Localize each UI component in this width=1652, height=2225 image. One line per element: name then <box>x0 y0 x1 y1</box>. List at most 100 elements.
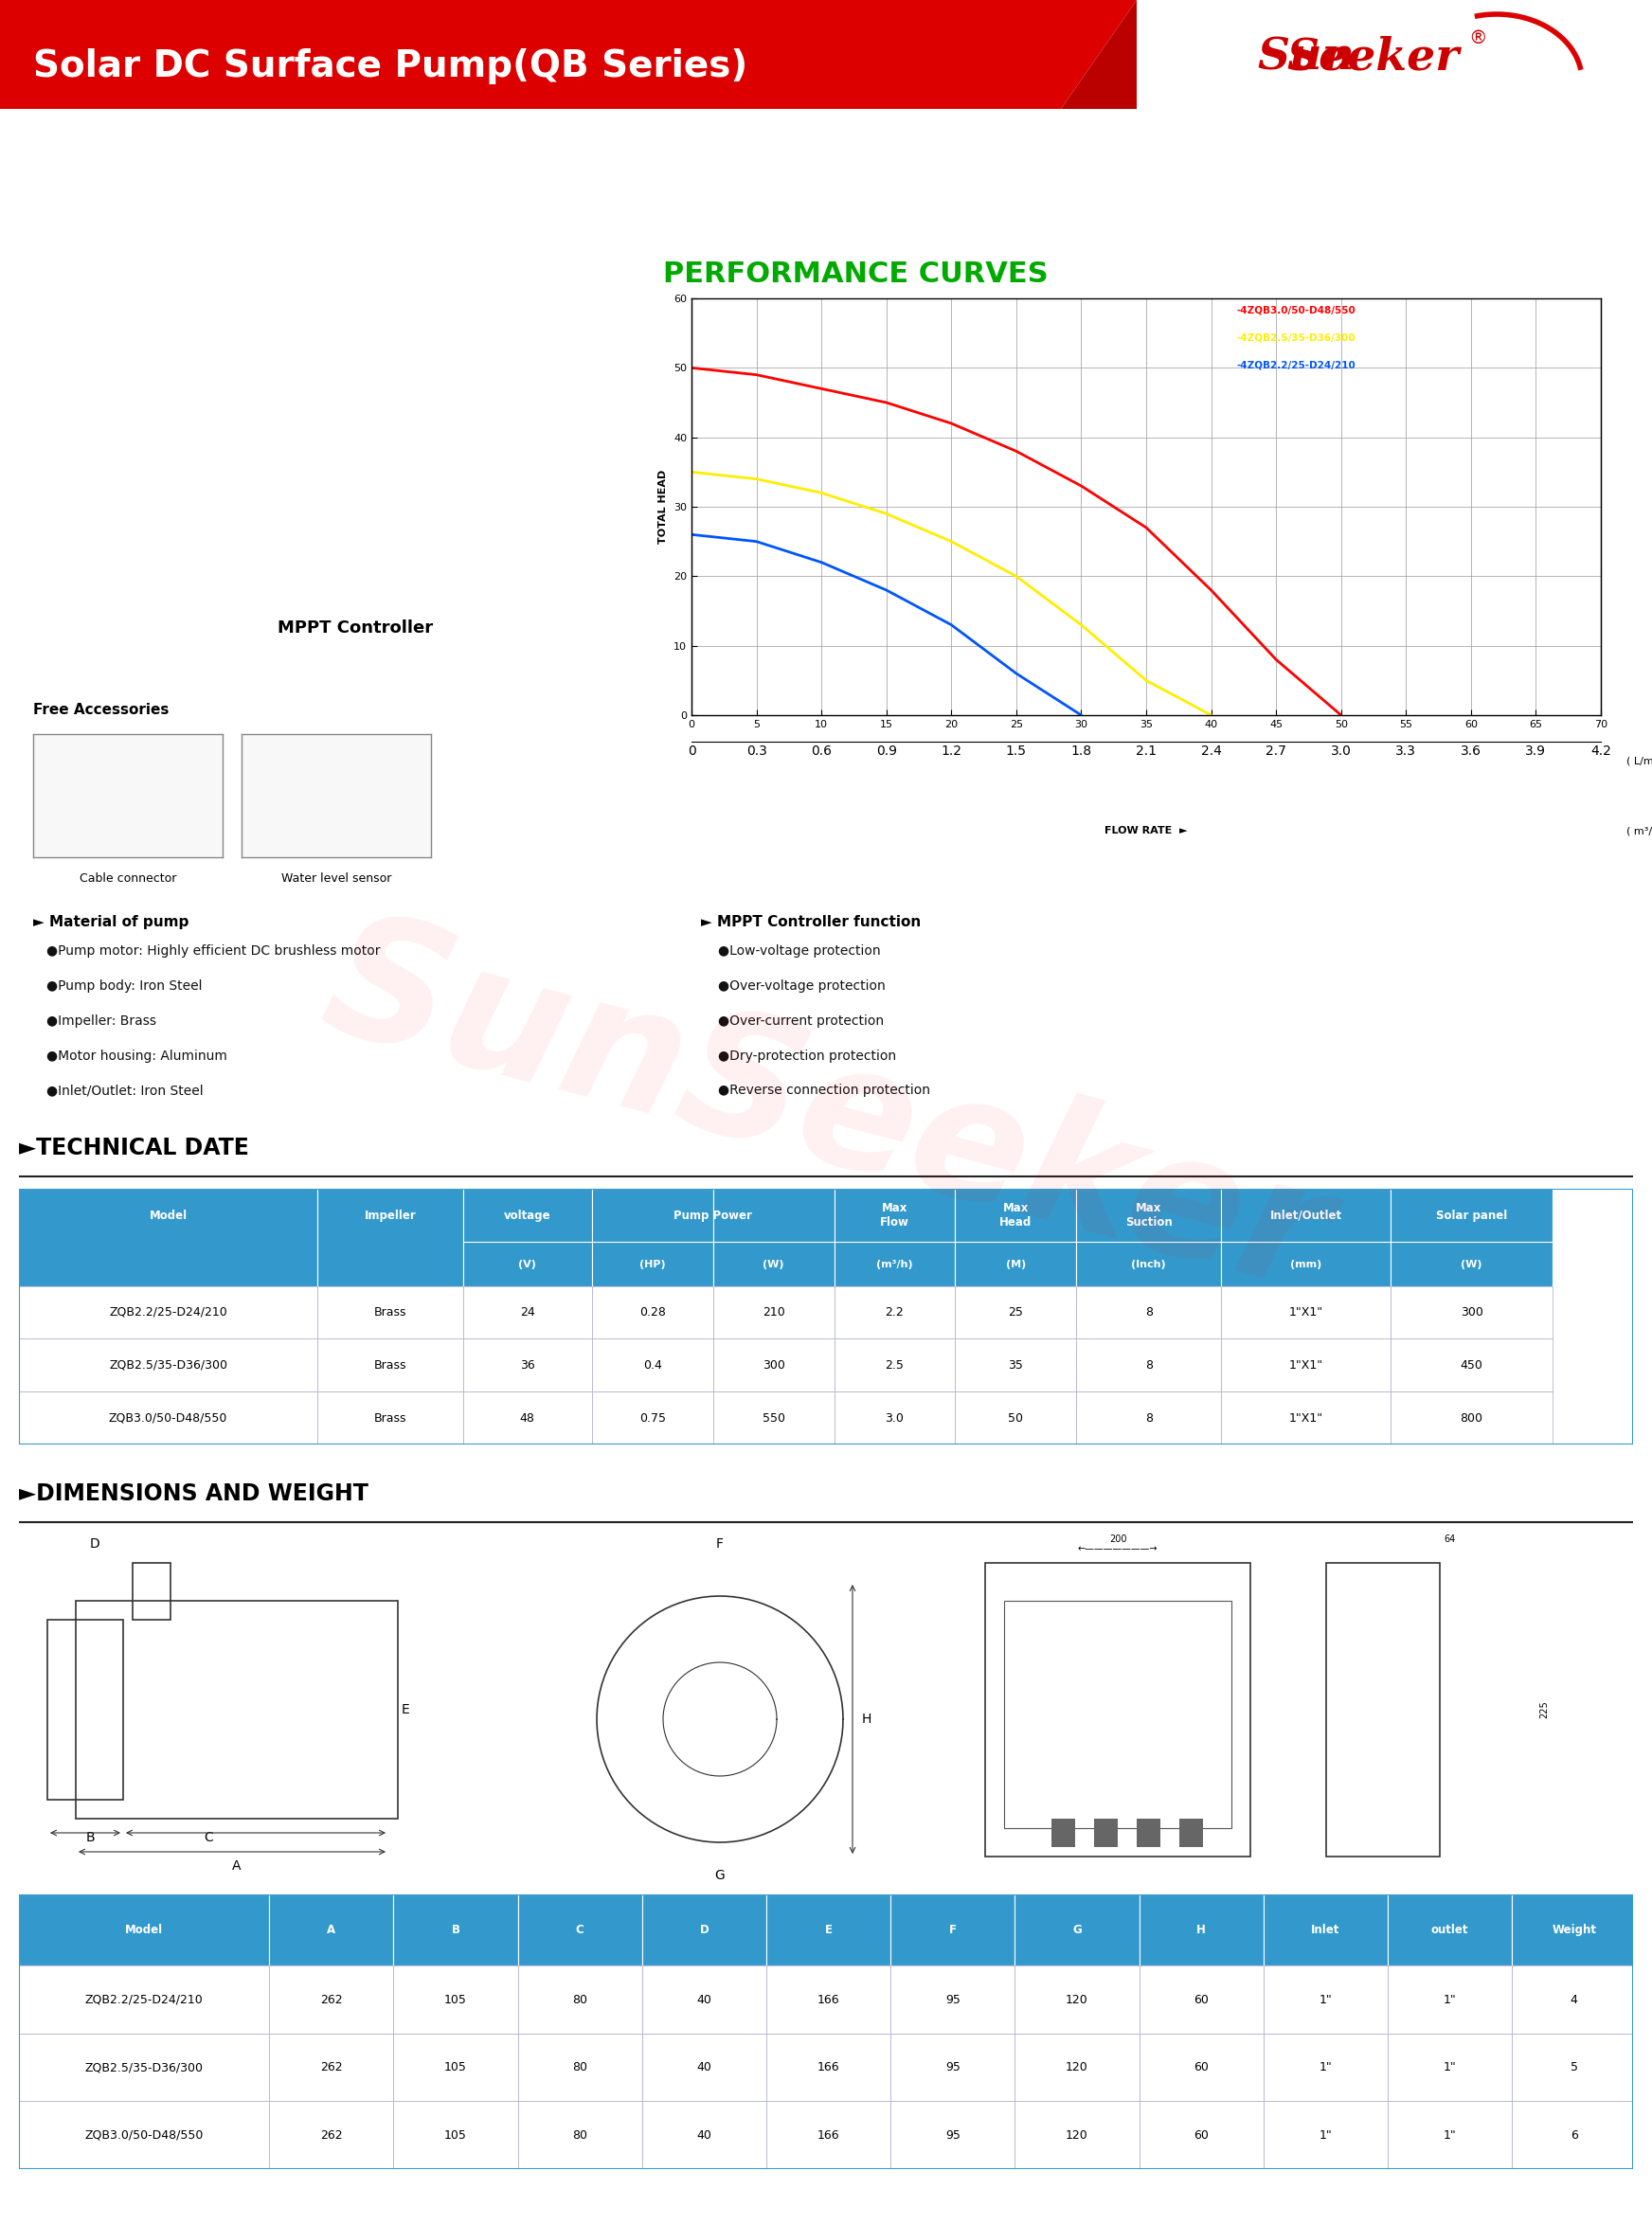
Text: 40: 40 <box>697 1994 712 2007</box>
Text: ► MPPT Controller function: ► MPPT Controller function <box>700 914 920 930</box>
Text: Max
Suction: Max Suction <box>1125 1202 1173 1228</box>
Text: 2.5: 2.5 <box>885 1359 904 1371</box>
Text: 60: 60 <box>1194 2060 1209 2074</box>
Bar <box>1140 2100 1264 2169</box>
Text: C: C <box>575 1925 585 1936</box>
Text: 200: 200 <box>1108 1535 1127 1544</box>
Text: 95: 95 <box>945 2060 960 2074</box>
Text: B: B <box>451 1925 459 1936</box>
Text: Model: Model <box>126 1925 164 1936</box>
Bar <box>517 1967 643 2034</box>
Text: Seeker: Seeker <box>1287 36 1459 78</box>
Text: 262: 262 <box>320 2060 342 2074</box>
Bar <box>714 1286 834 1339</box>
Text: (Inch): (Inch) <box>1132 1259 1166 1268</box>
Bar <box>834 1188 955 1286</box>
Text: Impeller: Impeller <box>363 1210 416 1222</box>
Text: 80: 80 <box>572 2060 588 2074</box>
Text: PERFORMANCE CURVES: PERFORMANCE CURVES <box>662 260 1049 289</box>
Bar <box>1221 1339 1391 1391</box>
Text: (V): (V) <box>519 1259 537 1268</box>
Y-axis label: TOTAL HEAD: TOTAL HEAD <box>659 469 669 543</box>
Bar <box>1391 1188 1553 1286</box>
Text: ®: ® <box>1469 29 1487 47</box>
Bar <box>1512 2100 1635 2169</box>
Text: ●Over-current protection: ●Over-current protection <box>719 1015 884 1028</box>
Bar <box>18 1967 269 2034</box>
Text: 0.28: 0.28 <box>639 1306 666 1319</box>
Text: ●Inlet/Outlet: Iron Steel: ●Inlet/Outlet: Iron Steel <box>46 1084 203 1097</box>
Text: C: C <box>203 1831 213 1845</box>
Bar <box>955 1339 1075 1391</box>
Bar <box>1221 1188 1391 1286</box>
Text: Model: Model <box>149 1210 187 1222</box>
Bar <box>1264 1967 1388 2034</box>
Text: 262: 262 <box>320 1994 342 2007</box>
Bar <box>714 1391 834 1444</box>
Bar <box>1512 1967 1635 2034</box>
Bar <box>18 1893 269 1967</box>
Bar <box>1075 1391 1221 1444</box>
Text: 210: 210 <box>762 1306 785 1319</box>
Bar <box>317 1286 463 1339</box>
Text: SunSeeker: SunSeeker <box>307 899 1345 1326</box>
Bar <box>393 1893 517 1967</box>
Text: ZQB3.0/50-D48/550: ZQB3.0/50-D48/550 <box>109 1413 228 1424</box>
Text: Solar DC Surface Pump(QB Series): Solar DC Surface Pump(QB Series) <box>33 49 748 85</box>
Bar <box>1391 1391 1553 1444</box>
Text: 166: 166 <box>818 1994 839 2007</box>
Text: G: G <box>715 1869 725 1882</box>
Bar <box>955 1391 1075 1444</box>
Text: 95: 95 <box>945 2129 960 2140</box>
Text: 120: 120 <box>1066 2129 1089 2140</box>
Text: 0.4: 0.4 <box>643 1359 662 1371</box>
Text: B: B <box>86 1831 94 1845</box>
Bar <box>48 1620 124 1800</box>
Bar <box>1388 1967 1512 2034</box>
Bar <box>1388 2034 1512 2100</box>
Bar <box>1512 1893 1635 1967</box>
Bar <box>269 2100 393 2169</box>
Bar <box>591 1391 714 1444</box>
Bar <box>767 1893 890 1967</box>
Bar <box>1014 2034 1140 2100</box>
Bar <box>1264 2034 1388 2100</box>
Text: -4ZQB2.5/35-D36/300: -4ZQB2.5/35-D36/300 <box>1237 334 1356 343</box>
Text: E: E <box>401 1702 410 1715</box>
Text: Cable connector: Cable connector <box>79 872 177 886</box>
Bar <box>1075 1188 1221 1286</box>
Text: 1": 1" <box>1444 1994 1457 2007</box>
Text: (W): (W) <box>1460 1259 1482 1268</box>
Text: Sun: Sun <box>1257 36 1355 78</box>
Text: 60: 60 <box>1194 2129 1209 2140</box>
Text: ( m³/h ): ( m³/h ) <box>1627 825 1652 837</box>
Text: ►TECHNICAL DATE: ►TECHNICAL DATE <box>18 1137 249 1159</box>
Text: 166: 166 <box>818 2129 839 2140</box>
Bar <box>890 1893 1014 1967</box>
Bar <box>643 2034 767 2100</box>
Text: 60: 60 <box>1194 1994 1209 2007</box>
Text: 8: 8 <box>1145 1359 1153 1371</box>
Text: ●Low-voltage protection: ●Low-voltage protection <box>719 943 881 957</box>
Text: 40: 40 <box>697 2060 712 2074</box>
Text: A: A <box>233 1860 241 1873</box>
Bar <box>767 2034 890 2100</box>
Bar <box>1140 1893 1264 1967</box>
Text: 300: 300 <box>762 1359 785 1371</box>
Bar <box>517 2034 643 2100</box>
Bar <box>393 2100 517 2169</box>
Text: 105: 105 <box>444 2060 468 2074</box>
Text: F: F <box>948 1925 957 1936</box>
Text: ●Reverse connection protection: ●Reverse connection protection <box>719 1084 930 1097</box>
Text: G: G <box>1072 1925 1082 1936</box>
Bar <box>317 1188 463 1286</box>
Text: ►DIMENSIONS AND WEIGHT: ►DIMENSIONS AND WEIGHT <box>18 1482 368 1504</box>
Text: -4ZQB3.0/50-D48/550: -4ZQB3.0/50-D48/550 <box>1237 305 1356 314</box>
Bar <box>393 1967 517 2034</box>
Text: 80: 80 <box>572 2129 588 2140</box>
Bar <box>317 1391 463 1444</box>
Bar <box>18 1286 317 1339</box>
Bar <box>985 1562 1251 1856</box>
Text: 4: 4 <box>1571 1994 1578 2007</box>
Bar <box>132 1562 170 1620</box>
